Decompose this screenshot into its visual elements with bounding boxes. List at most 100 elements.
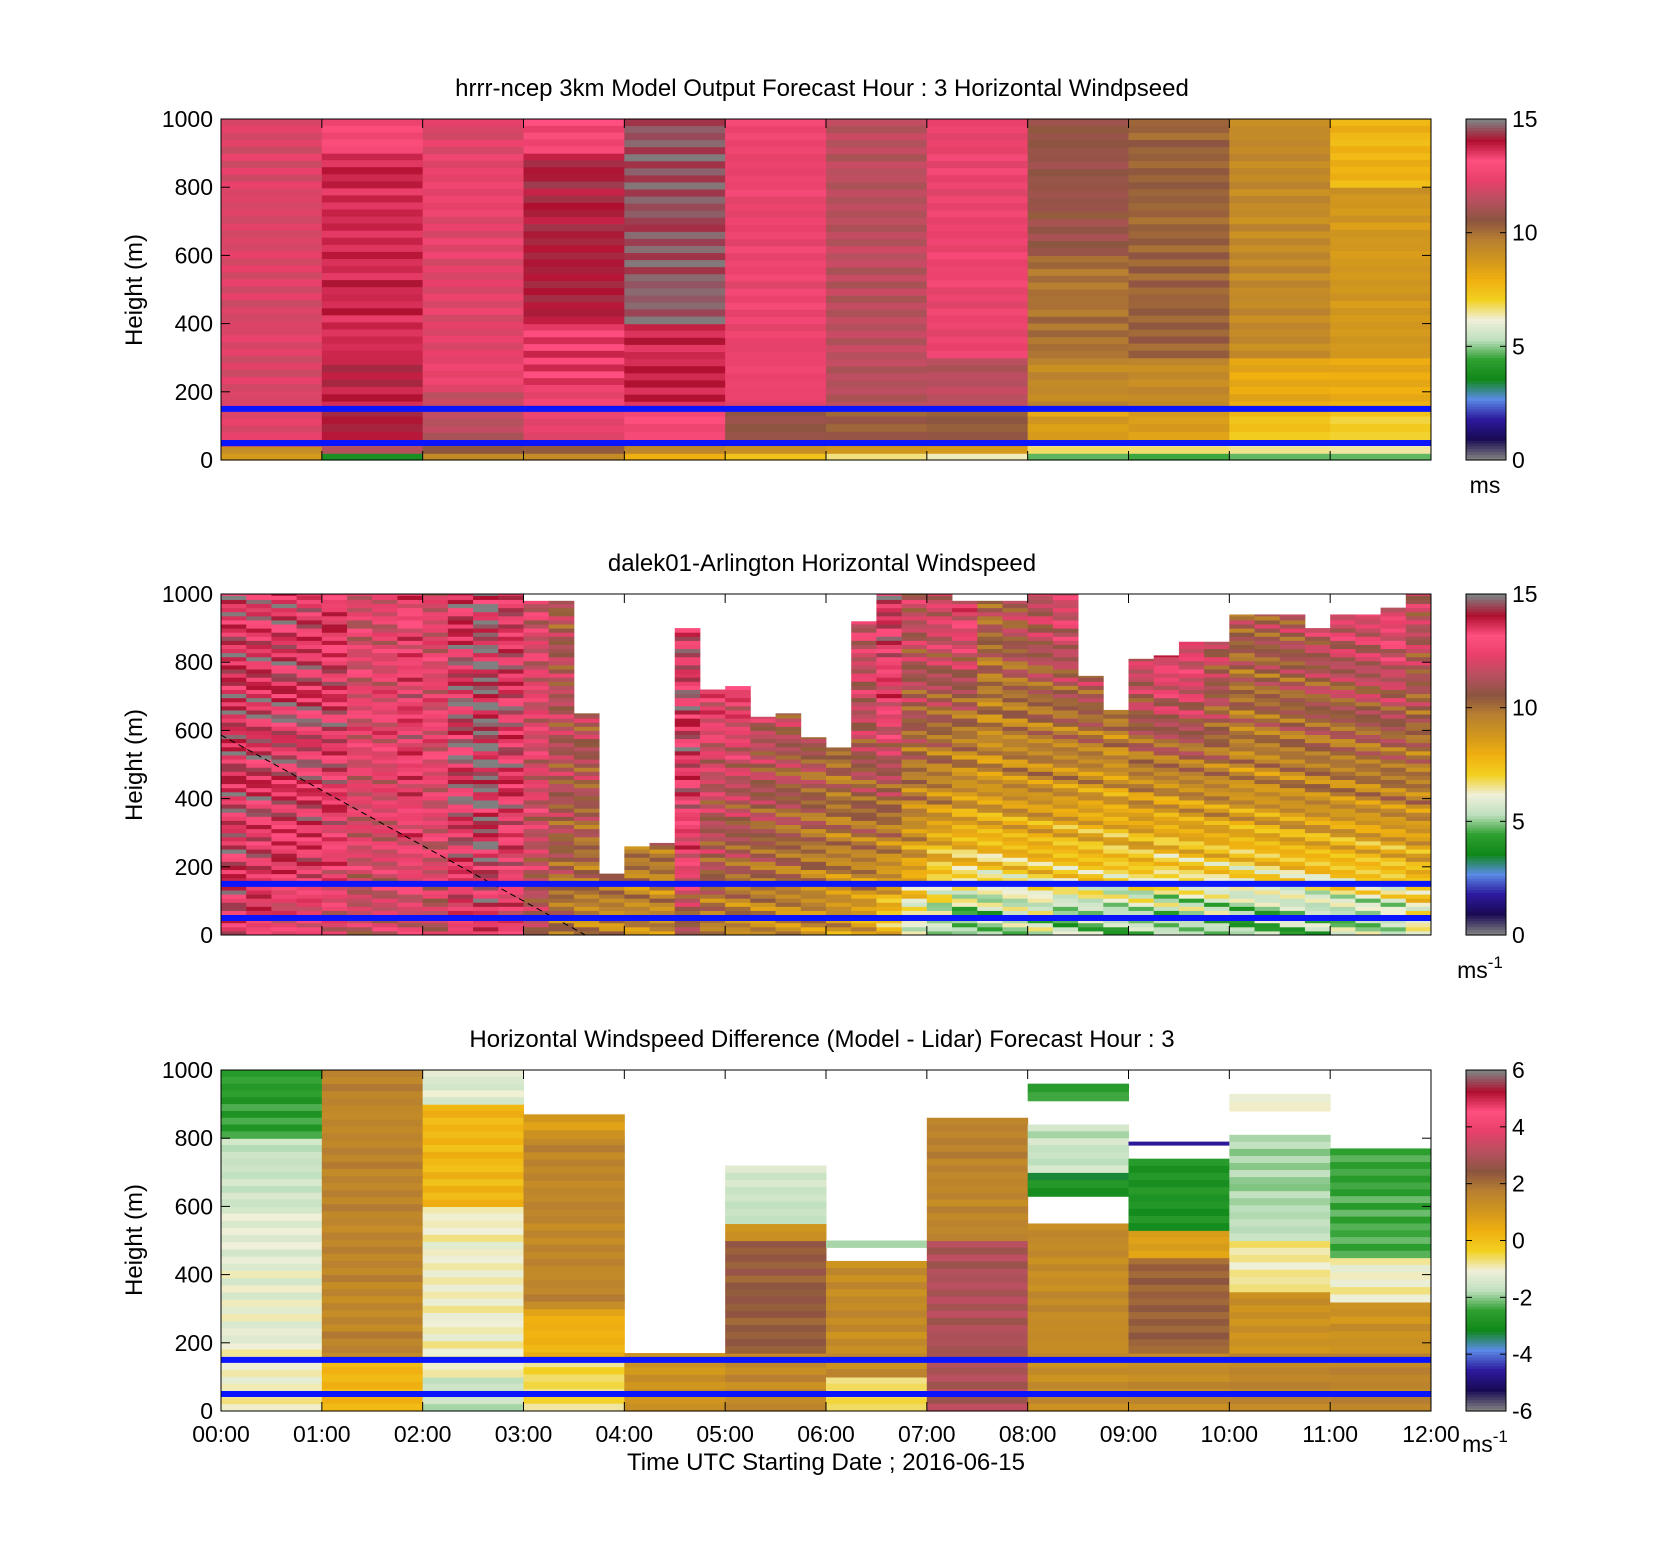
panel-model: hrrr-ncep 3km Model Output Forecast Hour… [121,75,1538,498]
heatmap-cell [1304,836,1331,842]
heatmap-cell [473,709,499,715]
heatmap-cell [321,343,424,352]
heatmap-cell [599,873,625,879]
heatmap-cell [548,804,575,809]
heatmap-cell [1279,652,1306,658]
heatmap-cell [699,718,726,723]
heatmap-cell [397,861,424,866]
heatmap-cell [952,877,978,883]
colorbar-swatch [1466,1311,1506,1315]
heatmap-cell [1304,681,1331,686]
heatmap-cell [271,894,298,899]
heatmap-cell [775,750,802,756]
heatmap-cell [548,624,575,629]
heatmap-cell [347,656,373,662]
heatmap-cell [1330,644,1356,650]
heatmap-cell [901,648,928,654]
heatmap-cell [548,898,575,903]
heatmap-cell [750,840,776,846]
heatmap-cell [851,844,877,850]
heatmap-cell [523,302,625,310]
heatmap-cell [271,816,298,821]
heatmap-cell [447,795,474,801]
heatmap-cell [221,321,323,329]
heatmap-cell [800,771,827,776]
heatmap-cell [851,804,877,809]
heatmap-cell [573,799,600,805]
colorbar-swatch [1466,900,1506,905]
heatmap-cell [1229,677,1255,682]
heatmap-cell [347,783,373,789]
heatmap-cell [1078,783,1104,789]
heatmap-cell [1229,175,1331,183]
heatmap-cell [1229,619,1255,625]
heatmap-cell [523,902,550,907]
heatmap-cell [1405,898,1432,903]
colorbar-swatch [1466,192,1506,197]
heatmap-cell [876,718,903,723]
heatmap-cell [296,734,323,740]
heatmap-cell [422,230,524,239]
colorbar-swatch [1466,420,1506,424]
heatmap-cell [1128,379,1230,388]
heatmap-cell [321,1084,424,1092]
heatmap-cell [321,350,424,359]
heatmap-cell [725,232,827,240]
heatmap-cell [699,865,726,871]
heatmap-cell [725,840,751,846]
heatmap-cell [221,1242,323,1251]
heatmap-cell [1229,824,1255,830]
heatmap-cell [1405,873,1432,879]
heatmap-cell [1002,718,1029,723]
heatmap-cell [725,1247,827,1256]
heatmap-cell [1027,693,1054,699]
heatmap-cell [674,685,701,690]
heatmap-cell [548,902,575,907]
heatmap-cell [1304,648,1331,654]
heatmap-cell [1330,1367,1432,1376]
heatmap-cell [1078,910,1104,916]
heatmap-cell [1178,714,1205,719]
heatmap-cell [498,889,524,895]
heatmap-cell [372,816,398,821]
colorbar-swatch [1466,790,1506,794]
heatmap-cell [548,783,575,789]
heatmap-cell [977,722,1003,727]
heatmap-cell [498,607,524,613]
heatmap-cell [296,828,323,834]
colorbar-swatch [1466,323,1506,328]
heatmap-cell [952,820,978,826]
heatmap-cell [1027,344,1129,352]
heatmap-cell [926,140,1029,148]
heatmap-cell [1204,787,1230,793]
heatmap-cell [952,771,978,776]
heatmap-cell [977,930,1003,936]
heatmap-cell [221,1349,323,1358]
colorbar-swatch [1466,315,1506,319]
heatmap-cell [523,664,550,670]
heatmap-cell [952,664,978,670]
heatmap-cell [447,824,474,830]
colorbar-swatch [1466,798,1506,803]
heatmap-cell [649,898,676,903]
heatmap-cell [800,910,827,916]
heatmap-cell [876,861,903,866]
heatmap-cell [1128,1339,1230,1347]
heatmap-cell [1178,873,1205,879]
heatmap-cell [750,722,776,727]
colorbar-swatch [1466,1396,1506,1401]
heatmap-cell [397,742,424,748]
colorbar-swatch [1466,423,1506,427]
colorbar-swatch [1466,596,1506,601]
heatmap-cell [1229,693,1255,699]
heatmap-cell [1052,926,1079,932]
heatmap-cell [977,763,1003,768]
heatmap-cell [498,636,524,641]
heatmap-cell [1153,673,1180,678]
heatmap-cell [1002,705,1029,711]
heatmap-cell [725,873,751,879]
heatmap-cell [573,816,600,821]
heatmap-cell [1229,930,1255,936]
heatmap-cell [901,722,928,727]
heatmap-cell [523,783,550,789]
